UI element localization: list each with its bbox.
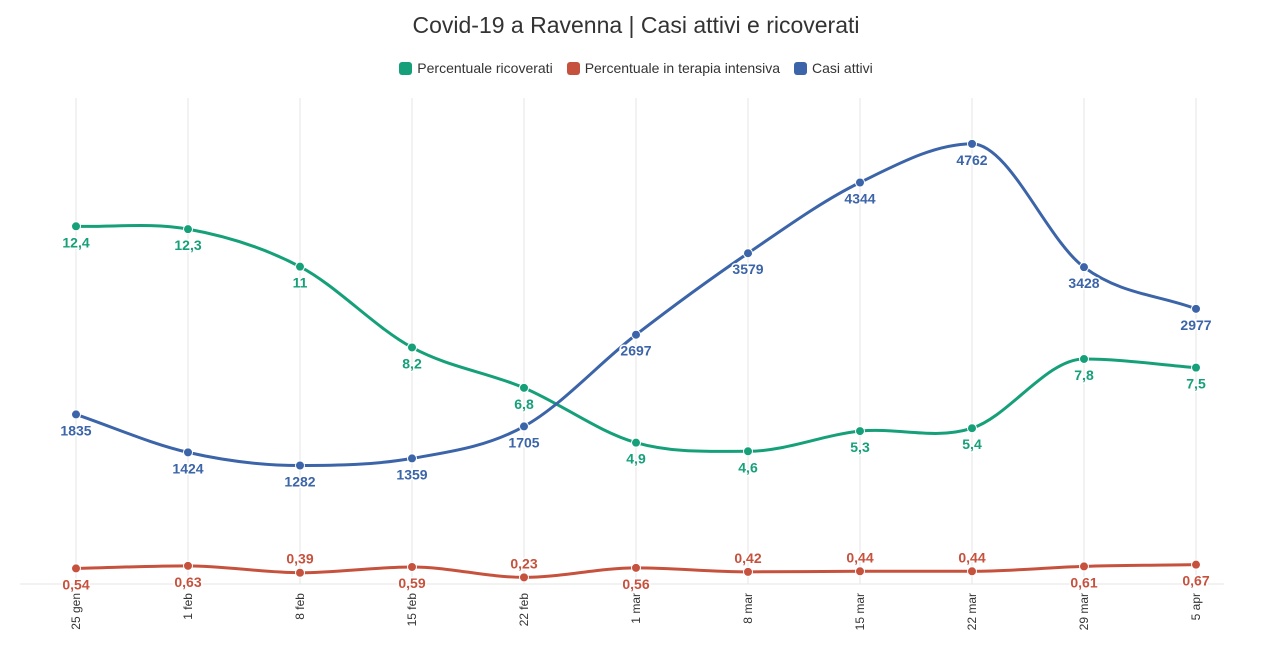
data-label: 6,8	[514, 396, 534, 412]
x-tick-label: 15 mar	[853, 593, 867, 630]
data-label: 0,63	[174, 574, 201, 590]
x-tick-label: 15 feb	[405, 593, 419, 627]
data-label: 7,8	[1074, 367, 1094, 383]
data-point	[855, 566, 865, 577]
data-label: 12,4	[62, 234, 89, 250]
data-point	[855, 177, 865, 188]
data-label: 12,3	[174, 237, 201, 253]
x-tick-label: 1 mar	[629, 593, 643, 624]
data-point	[183, 224, 193, 235]
data-label: 1282	[284, 474, 315, 490]
data-point	[295, 261, 305, 272]
data-point	[1191, 303, 1201, 314]
data-point	[71, 409, 81, 420]
data-label: 1835	[60, 422, 91, 438]
data-point	[1079, 353, 1089, 364]
data-label: 1705	[508, 434, 539, 450]
data-label: 7,5	[1186, 376, 1206, 392]
series-line	[74, 142, 1198, 468]
legend-label: Percentuale ricoverati	[417, 60, 553, 76]
data-label: 0,54	[62, 576, 89, 592]
x-tick-label: 22 mar	[965, 593, 979, 630]
x-tick-label: 1 feb	[181, 593, 195, 620]
data-point	[1079, 262, 1089, 273]
data-point	[743, 566, 753, 577]
x-tick-label: 29 mar	[1077, 593, 1091, 630]
data-point	[967, 566, 977, 577]
legend-swatch	[794, 61, 808, 75]
legend-swatch	[399, 61, 413, 75]
legend-swatch	[566, 61, 580, 75]
data-point	[967, 423, 977, 434]
data-point	[71, 563, 81, 574]
data-point	[519, 572, 529, 583]
x-tick-label: 8 feb	[293, 593, 307, 620]
data-point	[631, 329, 641, 340]
data-label: 0,44	[958, 549, 985, 565]
data-point	[519, 421, 529, 432]
data-label: 3579	[732, 261, 763, 277]
x-tick-label: 22 feb	[517, 593, 531, 627]
data-label: 5,3	[850, 439, 870, 455]
data-label: 0,67	[1182, 573, 1209, 589]
data-label: 8,2	[402, 355, 422, 371]
data-point	[1191, 559, 1201, 570]
data-point	[743, 446, 753, 457]
legend-item-terapia-intensiva[interactable]: Percentuale in terapia intensiva	[566, 60, 781, 76]
data-label: 0,39	[286, 551, 313, 567]
data-point	[295, 567, 305, 578]
data-label: 2977	[1180, 317, 1211, 333]
data-point	[71, 221, 81, 232]
legend-label: Percentuale in terapia intensiva	[584, 60, 781, 76]
data-label: 4,9	[626, 451, 646, 467]
data-label: 0,44	[846, 549, 873, 565]
data-label: 0,56	[622, 576, 649, 592]
data-label: 4344	[844, 190, 875, 206]
data-point	[1191, 362, 1201, 373]
data-point	[407, 561, 417, 572]
data-point	[631, 562, 641, 573]
legend-item-ricoverati[interactable]: Percentuale ricoverati	[399, 60, 553, 76]
data-point	[183, 560, 193, 571]
data-label: 0,23	[510, 555, 537, 571]
legend-label: Casi attivi	[812, 60, 873, 76]
chart-title: Covid-19 a Ravenna | Casi attivi e ricov…	[412, 12, 860, 38]
data-label: 11	[293, 275, 308, 291]
data-label: 1424	[172, 460, 203, 476]
data-label: 2697	[620, 343, 651, 359]
legend: Percentuale ricoverati Percentuale in te…	[0, 60, 1272, 76]
data-point	[407, 453, 417, 464]
data-point	[1079, 561, 1089, 572]
legend-item-casi-attivi[interactable]: Casi attivi	[794, 60, 873, 76]
data-point	[743, 248, 753, 259]
data-label: 4762	[956, 152, 987, 168]
data-label: 3428	[1068, 275, 1099, 291]
data-label: 0,59	[398, 575, 425, 591]
data-label: 0,61	[1070, 574, 1097, 590]
data-label: 4,6	[738, 459, 758, 475]
x-tick-label: 8 mar	[741, 593, 755, 624]
data-label: 5,4	[962, 436, 982, 452]
data-point	[855, 426, 865, 437]
data-point	[967, 138, 977, 149]
data-label: 1359	[396, 466, 427, 482]
data-point	[407, 342, 417, 353]
data-point	[295, 460, 305, 471]
data-point	[519, 382, 529, 393]
x-tick-label: 5 apr	[1189, 593, 1203, 620]
data-point	[631, 437, 641, 448]
data-point	[183, 447, 193, 458]
x-tick-label: 25 gen	[69, 593, 83, 630]
data-label: 0,42	[734, 550, 761, 566]
